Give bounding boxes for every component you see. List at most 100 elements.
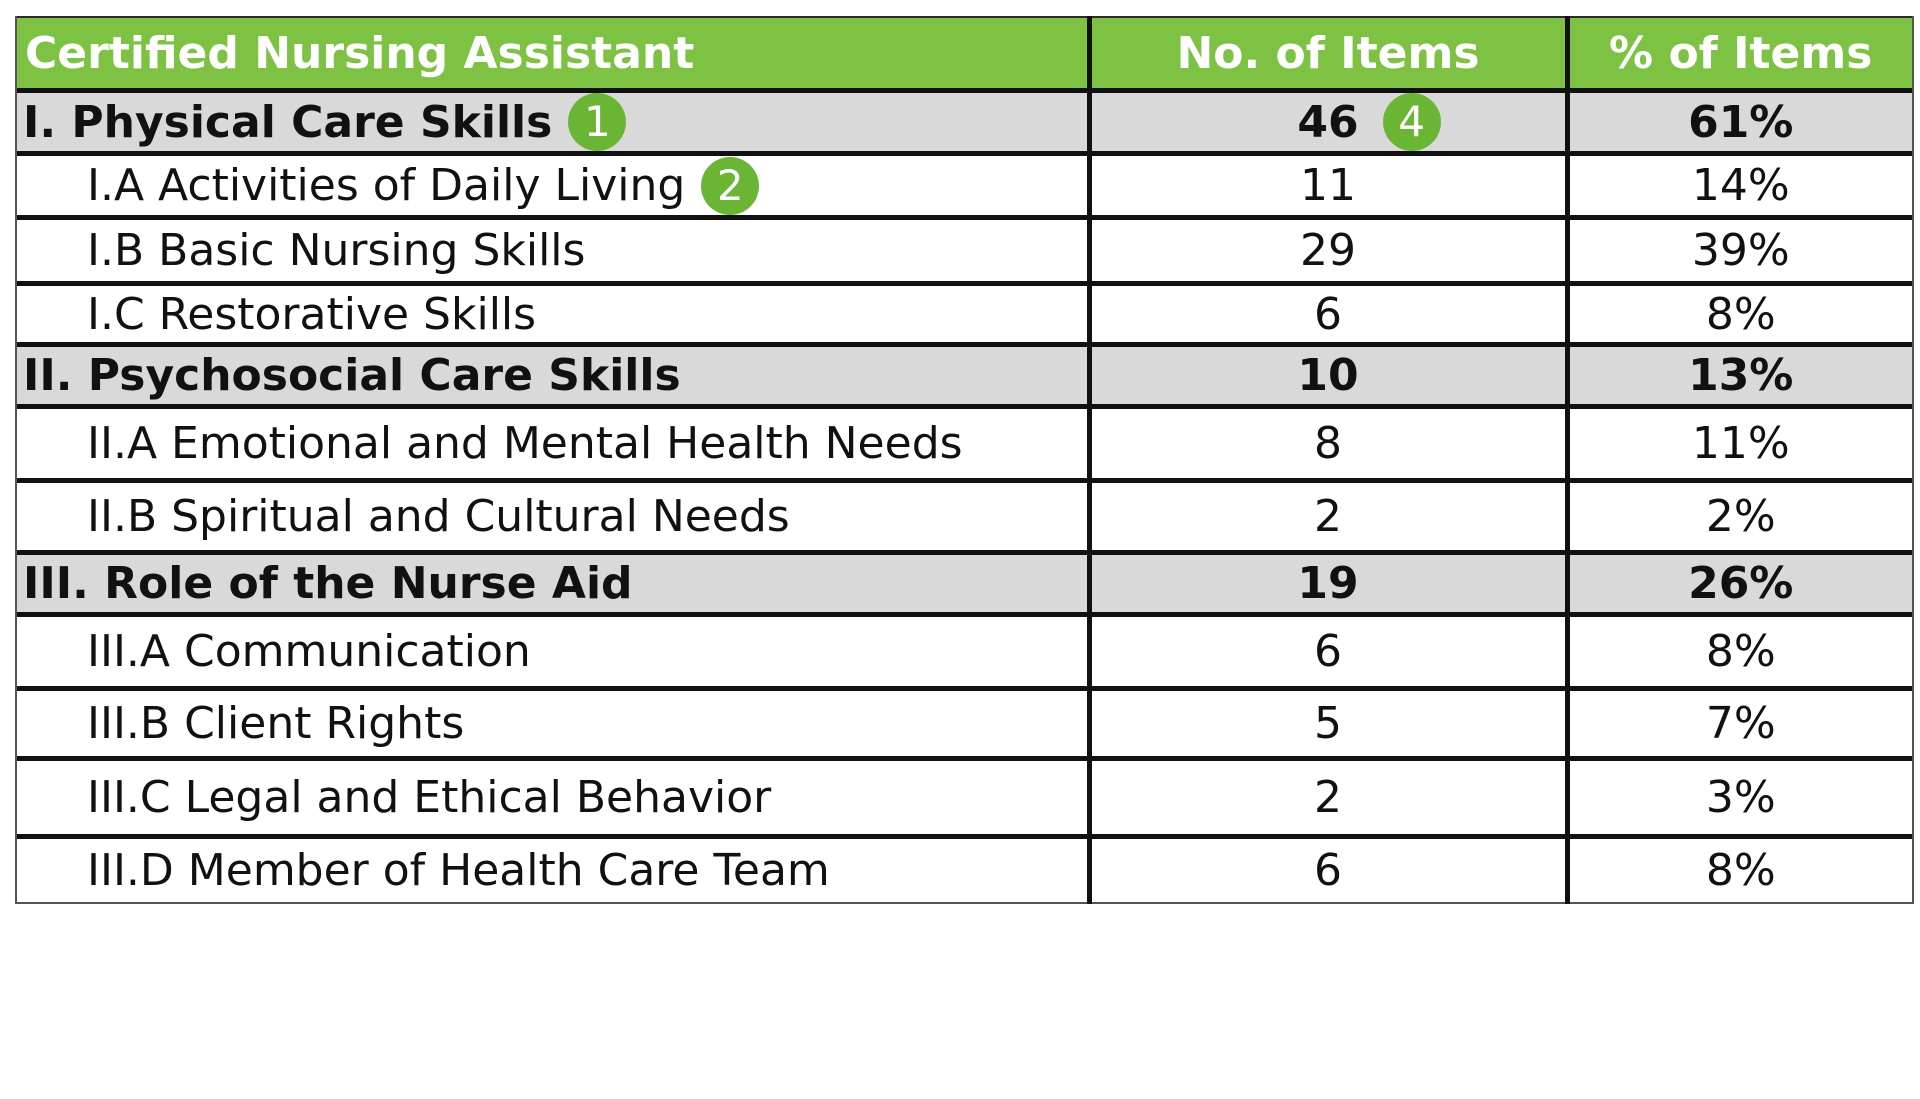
row-count: 6 <box>1314 626 1342 677</box>
row-label-cell: III.B Client Rights <box>17 688 1089 761</box>
callout-marker-icon: 1 <box>568 93 627 149</box>
row-count: 2 <box>1314 772 1342 823</box>
subsection-row: III.D Member of Health Care Team 6 8% <box>17 836 1912 904</box>
row-label: I.A Activities of Daily Living <box>87 160 686 211</box>
row-count-cell: 6 <box>1086 283 1567 347</box>
row-count-wrap: 11 <box>1300 160 1356 211</box>
row-label-wrap: III.B Client Rights <box>87 698 464 749</box>
row-count-cell: 11 <box>1086 153 1567 220</box>
row-count-wrap: 19 <box>1297 558 1358 609</box>
row-label: III.A Communication <box>87 626 531 677</box>
header-count: No. of Items <box>1086 16 1567 93</box>
row-percent: 8% <box>1564 283 1912 347</box>
row-label-cell: I.B Basic Nursing Skills <box>17 217 1089 286</box>
row-label-wrap: I.C Restorative Skills <box>87 289 536 340</box>
row-label: I.B Basic Nursing Skills <box>87 225 586 276</box>
row-count-wrap: 29 <box>1300 225 1356 276</box>
row-count-wrap: 8 <box>1314 418 1342 469</box>
row-count: 5 <box>1314 698 1342 749</box>
callout-marker-icon: 2 <box>701 156 760 213</box>
row-count-cell: 46 4 <box>1086 90 1567 156</box>
row-label-wrap: III.C Legal and Ethical Behavior <box>87 772 771 823</box>
row-count-wrap: 6 <box>1314 289 1342 340</box>
row-label-cell: I.A Activities of Daily Living 2 <box>17 153 1089 220</box>
row-label-cell: III.C Legal and Ethical Behavior <box>17 758 1089 839</box>
subsection-row: II.B Spiritual and Cultural Needs 2 2% <box>17 480 1912 555</box>
row-percent: 7% <box>1564 688 1912 761</box>
row-count-cell: 10 <box>1086 344 1567 409</box>
row-count-wrap: 10 <box>1297 350 1358 401</box>
subsection-row: II.A Emotional and Mental Health Needs 8 1… <box>17 406 1912 483</box>
row-label: II.A Emotional and Mental Health Needs <box>87 418 963 469</box>
row-count-cell: 29 <box>1086 217 1567 286</box>
row-label-wrap: I. Physical Care Skills 1 <box>23 93 627 149</box>
section-row: I. Physical Care Skills 1 46 4 61% <box>17 90 1912 156</box>
row-percent: 8% <box>1564 614 1912 691</box>
row-percent: 3% <box>1564 758 1912 839</box>
row-label: III.B Client Rights <box>87 698 465 749</box>
row-count-wrap: 46 4 <box>1297 93 1441 149</box>
row-count: 6 <box>1314 844 1342 896</box>
row-percent: 61% <box>1564 90 1912 156</box>
row-count-wrap: 2 <box>1314 772 1342 823</box>
row-label-wrap: III. Role of the Nurse Aid <box>23 558 633 609</box>
row-percent: 39% <box>1564 217 1912 286</box>
content-outline-table: Certified Nursing Assistant No. of Items… <box>17 16 1912 904</box>
section-row: III. Role of the Nurse Aid 19 26% <box>17 552 1912 617</box>
row-count: 2 <box>1314 491 1342 542</box>
row-percent: 26% <box>1564 552 1912 617</box>
row-count: 46 <box>1297 96 1359 148</box>
row-label-wrap: III.D Member of Health Care Team <box>87 845 830 896</box>
row-label: III.D Member of Health Care Team <box>87 844 830 896</box>
header-percent: % of Items <box>1564 16 1912 93</box>
row-count: 8 <box>1314 418 1342 469</box>
row-count-cell: 19 <box>1086 552 1567 617</box>
row-label: III.C Legal and Ethical Behavior <box>87 772 772 823</box>
row-count: 11 <box>1300 160 1356 211</box>
row-label-wrap: I.B Basic Nursing Skills <box>87 225 585 276</box>
row-label-cell: I. Physical Care Skills 1 <box>17 90 1089 156</box>
row-label-wrap: II.B Spiritual and Cultural Needs <box>87 491 790 542</box>
row-percent: 8% <box>1564 836 1912 904</box>
row-label-cell: I.C Restorative Skills <box>17 283 1089 347</box>
subsection-row: I.A Activities of Daily Living 2 11 14% <box>17 153 1912 220</box>
section-row: II. Psychosocial Care Skills 10 13% <box>17 344 1912 409</box>
row-label-cell: III.D Member of Health Care Team <box>17 836 1089 904</box>
row-label-cell: II. Psychosocial Care Skills <box>17 344 1089 409</box>
row-label-wrap: II.A Emotional and Mental Health Needs <box>87 418 963 469</box>
content-outline-table-wrapper: Certified Nursing Assistant No. of Items… <box>15 16 1914 904</box>
row-count-cell: 6 <box>1086 614 1567 691</box>
header-title: Certified Nursing Assistant <box>17 16 1089 93</box>
row-percent: 2% <box>1564 480 1912 555</box>
row-count: 6 <box>1314 288 1342 340</box>
row-count-wrap: 6 <box>1314 845 1342 896</box>
row-label: I.C Restorative Skills <box>87 288 537 340</box>
subsection-row: I.B Basic Nursing Skills 29 39% <box>17 217 1912 286</box>
row-label-cell: III. Role of the Nurse Aid <box>17 552 1089 617</box>
row-percent: 11% <box>1564 406 1912 483</box>
table-header-row: Certified Nursing Assistant No. of Items… <box>17 16 1912 93</box>
subsection-row: I.C Restorative Skills 6 8% <box>17 283 1912 347</box>
row-label: II.B Spiritual and Cultural Needs <box>87 491 790 542</box>
row-count-cell: 2 <box>1086 480 1567 555</box>
row-label-cell: III.A Communication <box>17 614 1089 691</box>
row-label: I. Physical Care Skills <box>23 96 553 148</box>
row-count: 29 <box>1300 225 1356 276</box>
row-label-cell: II.A Emotional and Mental Health Needs <box>17 406 1089 483</box>
row-label-cell: II.B Spiritual and Cultural Needs <box>17 480 1089 555</box>
callout-marker-icon: 4 <box>1382 93 1441 149</box>
row-percent: 14% <box>1564 153 1912 220</box>
row-count-cell: 5 <box>1086 688 1567 761</box>
row-count-wrap: 2 <box>1314 491 1342 542</box>
row-count-cell: 6 <box>1086 836 1567 904</box>
subsection-row: III.A Communication 6 8% <box>17 614 1912 691</box>
row-label: II. Psychosocial Care Skills <box>23 350 681 401</box>
row-count-cell: 8 <box>1086 406 1567 483</box>
subsection-row: III.C Legal and Ethical Behavior 2 3% <box>17 758 1912 839</box>
row-count-wrap: 6 <box>1314 626 1342 677</box>
row-label-wrap: III.A Communication <box>87 626 531 677</box>
row-label: III. Role of the Nurse Aid <box>23 558 633 609</box>
subsection-row: III.B Client Rights 5 7% <box>17 688 1912 761</box>
row-count-cell: 2 <box>1086 758 1567 839</box>
row-count-wrap: 5 <box>1314 698 1342 749</box>
